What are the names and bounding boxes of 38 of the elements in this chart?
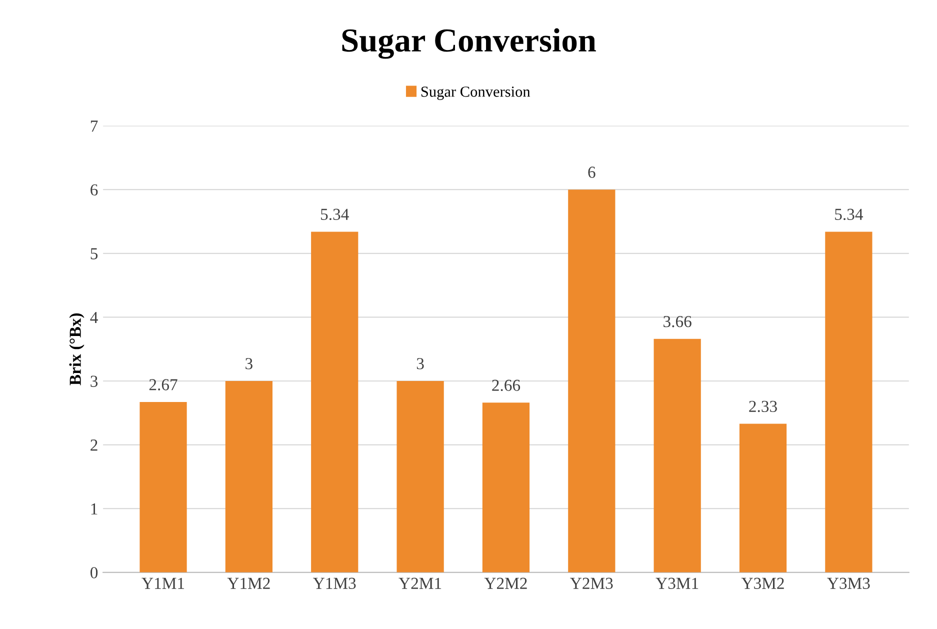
y-tick-label: 7 [90, 120, 98, 132]
x-tick-label: Y2M1 [398, 578, 442, 589]
bar [482, 402, 530, 572]
chart-title: Sugar Conversion [342, 28, 596, 59]
y-tick-label: 0 [90, 567, 98, 578]
bar [311, 232, 358, 572]
bar [739, 424, 787, 572]
y-tick-label: 2 [90, 440, 98, 451]
bar [225, 380, 272, 572]
bar [140, 402, 187, 572]
bar [825, 232, 872, 572]
x-tick-label: Y2M3 [570, 578, 613, 589]
data-label: 2.66 [492, 380, 520, 392]
data-label: 5.34 [321, 208, 349, 220]
data-label: 3 [246, 358, 252, 370]
y-tick-label: 5 [90, 248, 98, 260]
x-tick-label: Y1M1 [142, 578, 184, 589]
data-label: 2.67 [149, 379, 178, 390]
y-tick-label: 1 [91, 503, 98, 514]
data-label: 6 [588, 166, 596, 178]
data-label: 5.34 [835, 208, 864, 220]
bar [654, 338, 701, 572]
x-tick-label: Y3M2 [741, 578, 784, 589]
y-tick-label: 4 [90, 312, 98, 323]
y-tick-label: 6 [90, 184, 98, 196]
x-tick-label: Y1M2 [227, 578, 270, 589]
x-tick-label: Y3M3 [827, 578, 870, 589]
bar [568, 190, 616, 572]
data-label: 2.33 [749, 400, 777, 412]
y-tick-label: 3 [90, 376, 98, 387]
x-tick-label: Y3M1 [656, 578, 698, 589]
data-label: 3 [416, 358, 424, 370]
data-label: 3.66 [664, 316, 692, 328]
y-axis-title: Brix (°Bx) [69, 313, 84, 386]
legend-label: Sugar Conversion [421, 86, 530, 100]
x-tick-label: Y2M2 [484, 578, 527, 589]
bar [396, 380, 444, 572]
x-tick-label: Y1M3 [313, 578, 356, 589]
